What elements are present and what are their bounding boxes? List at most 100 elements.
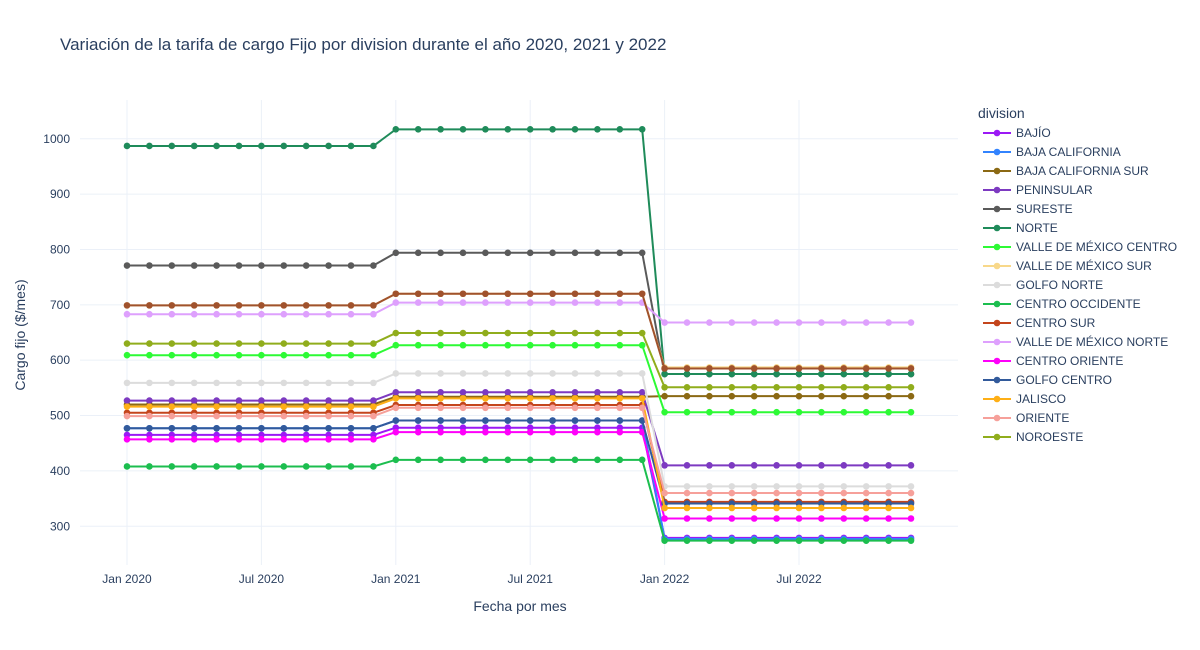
data-point (235, 302, 243, 309)
data-point (706, 370, 713, 378)
data-point (907, 365, 915, 372)
data-point (661, 504, 668, 512)
data-point (750, 504, 758, 512)
data-point (683, 537, 691, 544)
data-point (302, 340, 310, 347)
legend-item[interactable]: GOLFO NORTE (983, 278, 1103, 292)
legend-title: division (978, 105, 1025, 121)
data-point (146, 436, 153, 443)
data-point (907, 392, 915, 400)
data-point (683, 365, 691, 372)
data-point (840, 384, 848, 391)
legend-label: BAJA CALIFORNIA (1016, 145, 1121, 159)
series-line (127, 419, 911, 505)
data-point (526, 388, 534, 396)
data-point (392, 341, 400, 349)
data-point (325, 340, 332, 347)
data-point (459, 290, 467, 298)
series (123, 401, 915, 506)
series-line (127, 395, 911, 406)
data-point (258, 379, 265, 387)
data-point (280, 379, 288, 387)
series-line (127, 458, 911, 542)
legend-item[interactable]: CENTRO ORIENTE (983, 354, 1123, 368)
legend-item[interactable]: NOROESTE (983, 430, 1083, 444)
legend-item[interactable]: JALISCO (983, 392, 1066, 406)
data-point (459, 126, 467, 133)
legend-item[interactable]: PENINSULAR (983, 183, 1093, 197)
legend-item[interactable]: SURESTE (983, 202, 1073, 216)
legend-item[interactable]: NORTE (983, 221, 1058, 235)
data-point (168, 403, 176, 410)
data-point (638, 290, 646, 298)
data-point (302, 412, 310, 420)
data-point (347, 379, 355, 387)
data-point (773, 408, 780, 416)
data-point (280, 340, 288, 347)
data-point (594, 126, 601, 133)
data-point (213, 351, 220, 359)
data-point (907, 319, 915, 326)
data-point (638, 388, 646, 396)
data-point (504, 388, 512, 396)
data-point (414, 428, 422, 436)
data-point (482, 404, 489, 412)
data-point (302, 262, 310, 269)
data-point (750, 319, 758, 326)
data-point (325, 397, 332, 404)
data-point (638, 249, 646, 257)
data-point (325, 262, 332, 269)
data-point (347, 340, 355, 347)
data-point (571, 456, 579, 464)
data-point (750, 384, 758, 391)
data-point (795, 515, 803, 522)
data-point (661, 408, 668, 416)
data-point (414, 299, 422, 306)
legend-item[interactable]: VALLE DE MÉXICO CENTRO (983, 239, 1177, 254)
legend-item[interactable]: BAJA CALIFORNIA (983, 145, 1121, 159)
data-point (818, 365, 825, 372)
data-point (235, 397, 243, 404)
legend-item[interactable]: ORIENTE (983, 411, 1069, 425)
data-point (885, 392, 892, 400)
data-point (526, 404, 534, 412)
data-point (549, 388, 556, 396)
legend-item[interactable]: CENTRO OCCIDENTE (983, 297, 1141, 311)
data-point (146, 403, 153, 410)
data-point (280, 403, 288, 410)
data-point (168, 379, 176, 387)
data-point (840, 392, 848, 400)
data-point (168, 310, 176, 318)
legend-item[interactable]: BAJÍO (983, 125, 1051, 140)
data-point (504, 428, 512, 436)
data-point (706, 462, 713, 469)
data-point (616, 417, 624, 424)
data-point (258, 310, 265, 318)
legend-item[interactable]: VALLE DE MÉXICO SUR (983, 258, 1152, 273)
legend-item[interactable]: VALLE DE MÉXICO NORTE (983, 334, 1168, 349)
data-point (795, 504, 803, 512)
legend-label: GOLFO CENTRO (1016, 373, 1112, 387)
data-point (325, 412, 332, 420)
legend-swatch-marker (993, 338, 1001, 346)
data-point (862, 462, 870, 469)
data-point (482, 370, 489, 377)
series-line (127, 332, 911, 389)
data-point (616, 456, 624, 464)
data-point (549, 126, 556, 133)
data-point (750, 370, 758, 378)
data-point (302, 142, 310, 150)
data-point (482, 126, 489, 133)
data-point (706, 384, 713, 391)
data-point (840, 319, 848, 326)
data-point (661, 462, 668, 469)
data-point (325, 302, 332, 309)
legend-item[interactable]: BAJA CALIFORNIA SUR (983, 164, 1149, 178)
data-point (235, 424, 243, 432)
legend-item[interactable]: CENTRO SUR (983, 316, 1096, 330)
legend-item[interactable]: GOLFO CENTRO (983, 373, 1112, 387)
data-point (840, 462, 848, 469)
data-point (123, 142, 131, 150)
legend-swatch-marker (993, 262, 1001, 270)
data-point (571, 428, 579, 436)
